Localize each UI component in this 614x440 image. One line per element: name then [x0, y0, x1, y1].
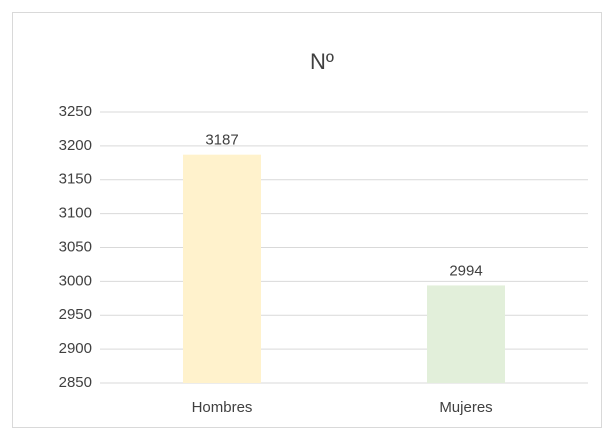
y-tick-label: 3250	[59, 103, 92, 120]
chart-frame	[12, 12, 602, 428]
y-tick-label: 3200	[59, 137, 92, 154]
data-label: 3187	[205, 132, 238, 149]
y-tick-label: 3100	[59, 205, 92, 222]
x-tick-label: Mujeres	[439, 399, 492, 416]
y-tick-label: 2850	[59, 374, 92, 391]
y-tick-label: 2900	[59, 340, 92, 357]
x-tick-label: Hombres	[192, 399, 253, 416]
y-tick-label: 3150	[59, 171, 92, 188]
bar	[183, 154, 261, 383]
y-tick-label: 3000	[59, 272, 92, 289]
data-label: 2994	[449, 262, 482, 279]
bar	[427, 285, 505, 383]
y-tick-label: 2950	[59, 306, 92, 323]
y-tick-label: 3050	[59, 238, 92, 255]
chart-title: Nº	[310, 49, 334, 74]
